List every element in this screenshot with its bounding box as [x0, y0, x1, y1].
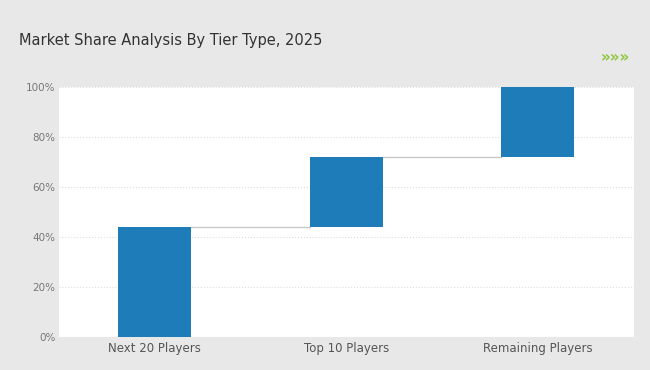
Bar — [309, 157, 383, 227]
Bar — [501, 87, 575, 157]
Text: »»»: »»» — [601, 50, 630, 65]
Bar — [118, 227, 191, 337]
Text: Market Share Analysis By Tier Type, 2025: Market Share Analysis By Tier Type, 2025 — [20, 33, 322, 48]
